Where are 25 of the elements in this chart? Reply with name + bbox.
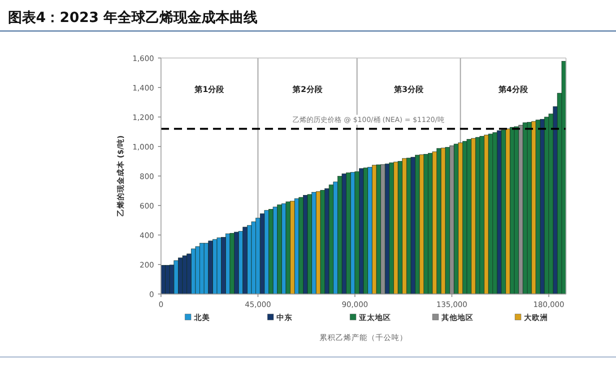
bar: [419, 154, 424, 294]
bar: [320, 190, 325, 294]
bar: [260, 213, 265, 294]
bar: [484, 134, 489, 294]
bar: [316, 191, 321, 294]
bar: [307, 194, 312, 294]
annotation: 第1分段: [194, 85, 226, 94]
bar: [372, 164, 377, 294]
annotation: 第4分段: [497, 85, 529, 94]
bar: [363, 168, 368, 294]
bar: [182, 255, 188, 294]
annotation: 第2分段: [292, 85, 324, 94]
bar: [208, 240, 213, 294]
bar: [328, 184, 334, 294]
bar: [195, 246, 200, 294]
bar: [531, 121, 536, 294]
bar: [449, 146, 454, 294]
bar: [337, 176, 342, 294]
bar: [518, 124, 524, 294]
chart-title: 图表4：2023 年全球乙烯现金成本曲线: [8, 10, 258, 26]
annotation: 第3分段: [392, 85, 425, 94]
bar: [393, 162, 398, 294]
bar: [251, 222, 256, 294]
bar: [440, 148, 446, 294]
bar: [432, 151, 437, 294]
